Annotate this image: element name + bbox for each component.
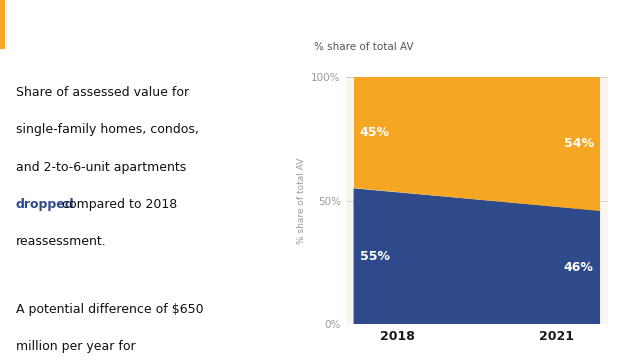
Text: Residential share of assessed value dropped: Residential share of assessed value drop… [10, 15, 502, 34]
Text: compared to 2018: compared to 2018 [58, 198, 177, 211]
Text: 46%: 46% [564, 261, 594, 274]
Text: 55%: 55% [360, 250, 390, 263]
Y-axis label: % share of total AV: % share of total AV [297, 158, 306, 244]
Text: single-family homes, condos,: single-family homes, condos, [16, 123, 199, 136]
Polygon shape [353, 77, 600, 211]
Text: and 2-to-6-unit apartments: and 2-to-6-unit apartments [16, 161, 186, 174]
Text: million per year for: million per year for [16, 340, 136, 353]
Text: reassessment.: reassessment. [16, 235, 107, 248]
Text: Share of assessed value for: Share of assessed value for [16, 86, 189, 99]
Text: 54%: 54% [564, 138, 594, 150]
Text: % share of total AV: % share of total AV [314, 42, 413, 52]
Polygon shape [353, 188, 600, 324]
Bar [0, 0, 5, 49]
Text: 45%: 45% [360, 126, 390, 139]
Text: dropped: dropped [16, 198, 75, 211]
Text: A potential difference of $650: A potential difference of $650 [16, 303, 204, 316]
